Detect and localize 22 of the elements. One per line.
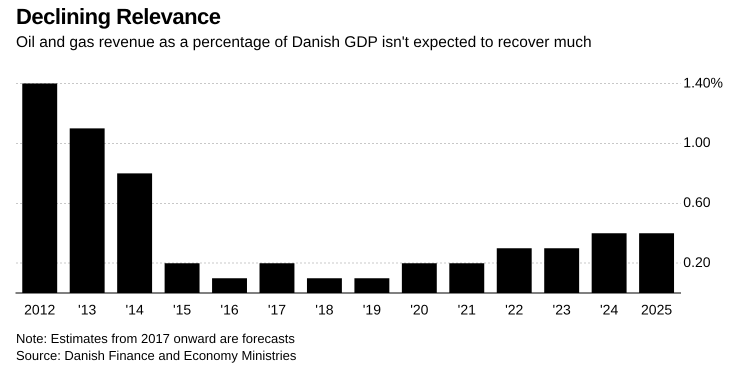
x-tick-label: '19 xyxy=(362,301,382,318)
x-tick-label: 2012 xyxy=(24,301,56,318)
x-tick-label: '20 xyxy=(410,301,429,318)
x-tick-label: '15 xyxy=(172,301,192,318)
chart-subtitle: Oil and gas revenue as a percentage of Danish GDP isn't expected to recover much xyxy=(16,34,592,52)
x-tick-label: '23 xyxy=(552,301,572,318)
x-tick-label: '14 xyxy=(126,301,144,318)
x-tick-label: '16 xyxy=(220,301,239,318)
y-tick-label: 1.40% xyxy=(683,74,724,90)
x-tick-label: '17 xyxy=(268,301,286,318)
x-tick-label: '24 xyxy=(600,301,618,318)
text: Note: Estimates from 2017 onward are forecasts xyxy=(16,330,296,347)
y-tick-label: 0.20 xyxy=(683,254,711,270)
source-note: Source: Danish Finance and Economy Ministries xyxy=(16,347,296,364)
x-tick-label: '13 xyxy=(78,301,97,318)
x-tick-label: 2025 xyxy=(641,301,672,318)
y-tick-label: 1.00 xyxy=(683,134,711,150)
x-tick-label: '18 xyxy=(315,301,334,318)
y-tick-label: 0.60 xyxy=(683,194,711,210)
chart-title: Declining Relevance xyxy=(16,4,220,30)
x-tick-label: '22 xyxy=(505,301,524,318)
x-tick-label: '21 xyxy=(458,301,476,318)
